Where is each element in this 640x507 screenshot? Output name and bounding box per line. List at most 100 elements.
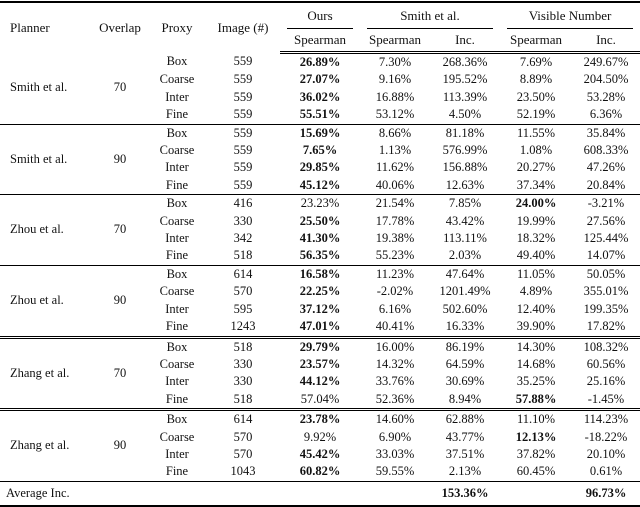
smith-inc-cell: 268.36% (442, 55, 488, 69)
visible-spearman-cell: 57.88% (515, 391, 557, 406)
header-visible-inc: Inc. (572, 29, 640, 54)
table-row: Zhang et al. 90 Box 614 23.78% 14.60% 62.88% 11… (0, 409, 640, 452)
proxy-cell: Box (166, 412, 188, 427)
visible-spearman-cell: 11.05% (516, 266, 556, 281)
smith-spearman-cell: 1.13% (378, 143, 412, 158)
visible-spearman-cell: 37.34% (516, 177, 556, 192)
smith-inc-cell: 64.59% (445, 356, 485, 371)
overlap-cell: 70 (113, 365, 127, 380)
visible-spearman-cell: 39.90% (516, 319, 556, 334)
planner-cell: Zhang et al. (10, 365, 70, 380)
table-header: Planner Overlap Proxy Image (#) Ours Smi… (0, 2, 640, 54)
smith-spearman-cell: 9.16% (378, 72, 412, 87)
smith-inc-cell: 47.64% (445, 266, 485, 281)
table-row: Zhou et al. 70 Box 416 23.23% 21.54% 7.85% 24.0… (0, 194, 640, 236)
table-row: Inter 342 41.30% 19.38% 113.11% 18.32% 125.44% (0, 230, 640, 247)
table-row: Coarse 570 22.25% -2.02% 1201.49% 4.89% 355.01… (0, 283, 640, 300)
table-row: Coarse 330 25.50% 17.78% 43.42% 19.99% 27.56% (0, 213, 640, 230)
ours-spearman-cell: 15.69% (299, 125, 341, 140)
image-count-cell: 570 (233, 446, 253, 461)
ours-spearman-cell: 22.25% (299, 284, 341, 299)
planner-cell: Smith et al. (10, 80, 68, 95)
proxy-cell: Fine (165, 177, 189, 192)
proxy-cell: Coarse (159, 429, 195, 444)
header-group-smith: Smith et al. (360, 2, 500, 29)
smith-spearman-cell: 7.30% (378, 55, 412, 69)
visible-spearman-cell: 60.45% (516, 464, 556, 479)
ours-spearman-cell: 56.35% (299, 248, 341, 263)
image-count-cell: 559 (233, 54, 253, 69)
proxy-cell: Inter (165, 160, 189, 175)
proxy-cell: Box (166, 266, 188, 281)
ours-spearman-cell: 25.50% (299, 213, 341, 228)
proxy-cell: Fine (165, 107, 189, 122)
visible-spearman-cell: 12.40% (516, 301, 556, 316)
smith-spearman-cell: 17.78% (375, 213, 415, 228)
planner-cell: Zhou et al. (10, 292, 64, 307)
ours-spearman-cell: 16.58% (299, 266, 341, 281)
visible-spearman-cell: 18.32% (516, 231, 556, 246)
smith-spearman-cell: 8.66% (378, 125, 412, 140)
visible-inc-cell: -3.21% (587, 196, 625, 211)
table-row: Coarse 559 7.65% 1.13% 576.99% 1.08% 608.33% (0, 142, 640, 159)
table-row: Inter 330 44.12% 33.76% 30.69% 35.25% 25.16% (0, 373, 640, 390)
smith-inc-cell: 4.50% (448, 107, 482, 122)
smith-inc-cell: 113.39% (442, 89, 488, 104)
visible-inc-cell: 25.16% (586, 374, 626, 389)
image-count-cell: 518 (233, 339, 253, 354)
proxy-cell: Inter (165, 446, 189, 461)
visible-spearman-cell: 52.19% (516, 107, 556, 122)
ours-spearman-cell: 29.79% (299, 339, 341, 354)
table-row: Inter 559 29.85% 11.62% 156.88% 20.27% 47.26% (0, 159, 640, 176)
visible-inc-cell: 114.23% (583, 412, 629, 427)
proxy-cell: Coarse (159, 143, 195, 158)
ours-spearman-cell: 55.51% (299, 107, 341, 122)
average-smith-spearman-empty (360, 481, 430, 506)
average-visible-spearman-empty (500, 481, 572, 506)
planner-cell: Zhou et al. (10, 222, 64, 237)
proxy-cell: Inter (165, 89, 189, 104)
image-count-cell: 559 (233, 160, 253, 175)
visible-inc-cell: 17.82% (586, 319, 626, 334)
visible-inc-cell: 125.44% (583, 231, 629, 246)
ours-spearman-cell: 44.12% (299, 374, 341, 389)
table-row: Coarse 330 23.57% 14.32% 64.59% 14.68% 60.56% (0, 356, 640, 373)
smith-spearman-cell: 55.23% (375, 248, 415, 263)
smith-spearman-cell: 33.03% (375, 446, 415, 461)
smith-spearman-cell: 16.88% (375, 89, 415, 104)
image-count-cell: 1243 (230, 319, 256, 334)
visible-spearman-cell: 11.10% (516, 412, 556, 427)
visible-inc-cell: 14.07% (586, 248, 626, 263)
proxy-cell: Box (166, 125, 188, 140)
ours-spearman-cell: 7.65% (302, 143, 338, 158)
smith-inc-cell: 576.99% (442, 143, 488, 158)
table-footer: Average Inc. 153.36% 96.73% (0, 481, 640, 506)
ours-spearman-cell: 23.57% (299, 356, 341, 371)
table-row: Inter 570 45.42% 33.03% 37.51% 37.82% 20.10% (0, 446, 640, 463)
table-row: Fine 518 56.35% 55.23% 2.03% 49.40% 14.07% (0, 247, 640, 265)
visible-spearman-cell: 35.25% (516, 374, 556, 389)
visible-inc-cell: 0.61% (589, 464, 623, 479)
proxy-cell: Fine (165, 464, 189, 479)
ours-spearman-cell: 47.01% (299, 319, 341, 334)
proxy-cell: Box (166, 54, 188, 69)
image-count-cell: 416 (233, 196, 253, 211)
image-count-cell: 614 (233, 412, 253, 427)
table-row: Smith et al. 70 Box 559 26.89% 7.30% 268.36% 7.… (0, 53, 640, 94)
smith-inc-cell: 16.33% (445, 319, 485, 334)
visible-spearman-cell: 24.00% (515, 196, 557, 211)
overlap-cell: 70 (113, 80, 127, 95)
visible-spearman-cell: 1.08% (519, 143, 553, 158)
smith-inc-cell: 43.42% (445, 213, 485, 228)
proxy-cell: Inter (165, 301, 189, 316)
ours-spearman-cell: 23.23% (300, 196, 340, 211)
ours-spearman-cell: 60.82% (299, 464, 341, 479)
image-count-cell: 559 (233, 143, 253, 158)
ours-spearman-cell: 57.04% (300, 391, 340, 406)
planner-cell: Zhang et al. (10, 438, 70, 453)
visible-inc-cell: -18.22% (584, 429, 628, 444)
proxy-cell: Fine (165, 319, 189, 334)
visible-inc-cell: 50.05% (586, 266, 626, 281)
